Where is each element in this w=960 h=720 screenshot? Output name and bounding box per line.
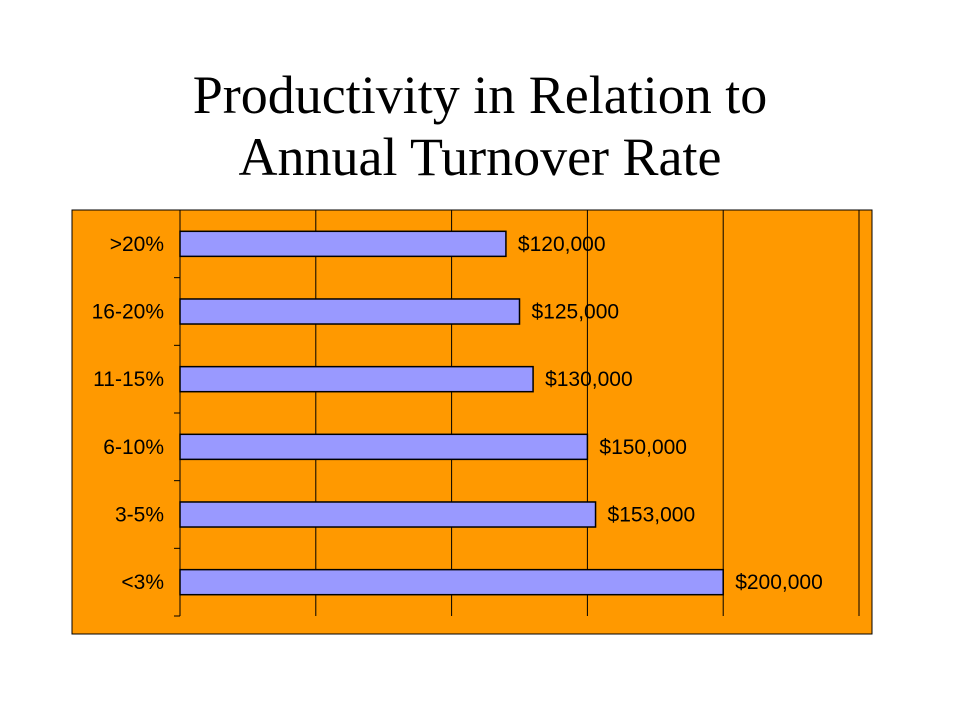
bar — [179, 365, 534, 393]
data-label: $150,000 — [599, 436, 687, 459]
bar — [179, 230, 507, 258]
chart-title: Productivity in Relation to Annual Turno… — [0, 64, 960, 188]
category-tick-label: 11-15% — [93, 368, 164, 391]
data-label: $125,000 — [532, 301, 620, 324]
chart-title-line-2: Annual Turnover Rate — [238, 127, 722, 187]
bar — [179, 298, 521, 325]
bars — [179, 230, 724, 596]
gridlines — [315, 210, 860, 616]
chart-title-line-1: Productivity in Relation to — [192, 65, 768, 125]
data-label: $130,000 — [545, 368, 633, 391]
category-axis: >20% 16-20% 11-15% 6-10% 3-5% <3% — [92, 209, 181, 617]
data-label: $200,000 — [735, 571, 823, 594]
bar — [179, 501, 597, 528]
category-tick-label: <3% — [121, 571, 164, 594]
category-tick-label: 16-20% — [92, 301, 164, 324]
chart-background — [71, 209, 873, 635]
bar — [179, 568, 724, 596]
data-label: $153,000 — [608, 504, 696, 527]
bar — [179, 433, 589, 461]
category-tick-label: 6-10% — [103, 436, 164, 459]
category-tick-label: 3-5% — [115, 504, 164, 527]
category-tick-label: >20% — [110, 233, 164, 256]
data-labels: $120,000 $125,000 $130,000 $150,000 $153,000… — [518, 233, 823, 594]
data-label: $120,000 — [518, 233, 606, 256]
